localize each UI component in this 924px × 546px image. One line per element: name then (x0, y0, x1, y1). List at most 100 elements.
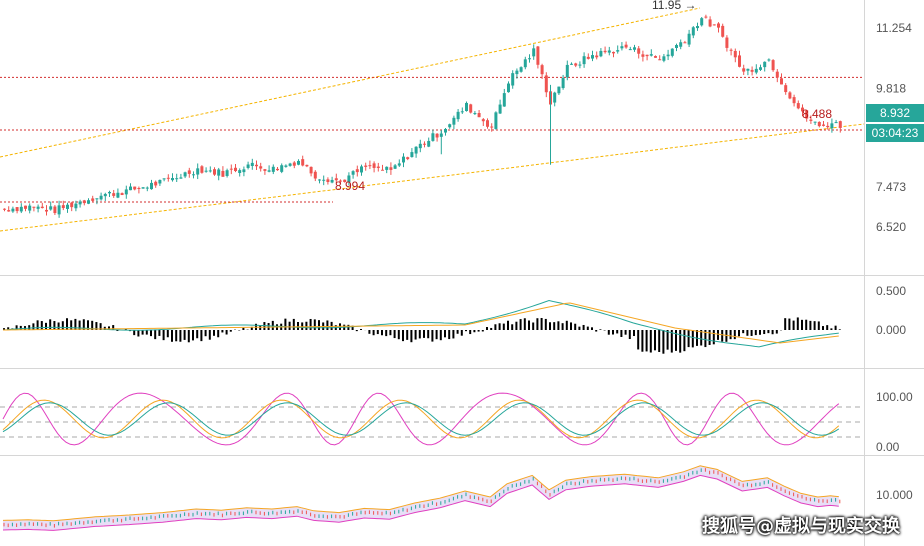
candle-body (578, 64, 582, 66)
macd-histogram-bar (729, 330, 732, 340)
candle-body (696, 26, 699, 29)
macd-histogram-bar (187, 330, 190, 343)
candle-body (460, 111, 464, 113)
candle-body (557, 86, 561, 94)
macd-histogram-bar (826, 325, 829, 330)
candle-body (620, 46, 624, 49)
macd-histogram-bar (565, 320, 568, 330)
macd-histogram-bar (158, 330, 161, 336)
macd-histogram-bar (28, 325, 31, 330)
macd-histogram-bar (368, 330, 371, 334)
candle-body (742, 68, 746, 72)
macd-histogram-bar (204, 330, 207, 337)
macd-histogram-bar (141, 330, 144, 335)
candle-body (704, 16, 708, 18)
candle-body (330, 179, 334, 183)
candle-body (364, 165, 368, 167)
macd-histogram-bar (582, 324, 585, 330)
macd-histogram-bar (267, 323, 270, 330)
macd-histogram-bar (712, 330, 715, 345)
price-tick-label: 7.473 (876, 180, 906, 194)
macd-histogram-bar (481, 330, 484, 332)
candle-body (397, 163, 401, 166)
macd-histogram-bar (418, 330, 421, 339)
candle-body (322, 179, 326, 181)
macd-histogram-bar (813, 321, 816, 330)
macd-histogram-bar (578, 326, 581, 330)
candle-body (675, 45, 678, 48)
macd-histogram-bar (519, 319, 522, 330)
candle-body (456, 111, 460, 120)
candle-body (137, 188, 141, 190)
macd-histogram-bar (301, 322, 304, 330)
candle-body (313, 171, 317, 179)
candle-body (276, 168, 279, 171)
candle-body (255, 164, 258, 167)
candle-body (263, 169, 267, 171)
candle-body (738, 55, 741, 67)
candle-body (406, 157, 410, 160)
macd-histogram-bar (662, 330, 665, 354)
macd-histogram-bar (221, 330, 224, 333)
macd-histogram-bar (620, 330, 623, 337)
candle-body (66, 204, 69, 209)
macd-histogram-bar (213, 330, 215, 336)
candle-body (162, 178, 166, 180)
macd-histogram-bar (624, 330, 627, 335)
price-tick-label: 6.520 (876, 220, 906, 234)
candle-body (641, 54, 645, 57)
macd-histogram-bar (561, 323, 564, 330)
candle-body (624, 44, 628, 48)
candle-body (78, 201, 82, 205)
candle-body (717, 23, 720, 28)
candle-body (565, 64, 569, 78)
candle-body (780, 78, 783, 85)
macd-histogram-bar (427, 330, 430, 339)
candle-body (658, 59, 662, 61)
candle-body (242, 169, 246, 173)
candle-body (645, 54, 649, 57)
candle-body (553, 92, 557, 103)
candle-body (469, 104, 473, 113)
macd-histogram-bar (553, 322, 556, 330)
macd-histogram-bar (654, 330, 656, 351)
macd-histogram-bar (473, 330, 476, 333)
macd-histogram-bar (658, 330, 661, 352)
macd-histogram-bar (318, 320, 320, 330)
macd-histogram-bar (381, 330, 383, 336)
candle-body (267, 170, 271, 172)
candle-body (570, 63, 573, 65)
macd-histogram-bar (313, 319, 316, 330)
candle-body (830, 123, 834, 129)
candle-body (418, 143, 422, 149)
candle-body (3, 208, 6, 210)
macd-histogram-bar (372, 330, 375, 336)
candle-body (45, 209, 48, 212)
candle-body (591, 55, 594, 59)
macd-histogram-bar (57, 322, 60, 330)
candle-body (271, 166, 275, 172)
candle-body (141, 187, 145, 189)
candle-body (721, 25, 725, 37)
candle-body (763, 61, 767, 68)
candle-body (309, 166, 313, 174)
macd-histogram-bar (759, 330, 761, 335)
candle-body (213, 169, 216, 175)
signal-line (3, 302, 839, 344)
candle-body (91, 198, 95, 201)
macd-histogram-bar (53, 321, 56, 330)
macd-histogram-bar (431, 330, 434, 342)
macd-histogram-bar (796, 317, 799, 330)
candle-body (326, 179, 330, 183)
macd-histogram-bar (70, 320, 73, 330)
macd-histogram-bar (675, 330, 677, 351)
macd-histogram-bar (830, 328, 833, 330)
macd-histogram-bar (717, 330, 719, 340)
candle-body (99, 195, 103, 200)
macd-histogram-bar (809, 320, 812, 330)
candle-body (129, 186, 132, 191)
macd-histogram-bar (175, 330, 178, 342)
candle-body (607, 50, 611, 53)
candle-body (183, 172, 187, 177)
